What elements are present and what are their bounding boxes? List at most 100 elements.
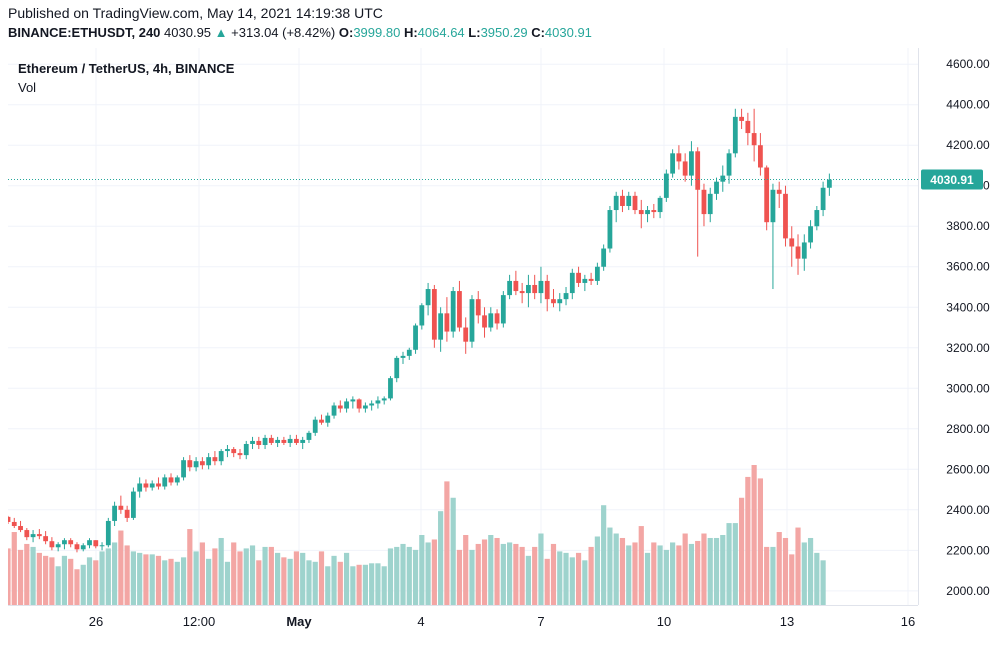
volume-bar: [513, 543, 519, 605]
candle-body: [93, 540, 99, 547]
candle-body: [607, 210, 613, 249]
volume-bar: [726, 523, 732, 605]
volume-bar: [450, 497, 456, 605]
volume-bar: [782, 537, 789, 605]
volume-bar: [412, 549, 419, 605]
candle-body: [526, 284, 531, 294]
candle-body: [231, 449, 237, 454]
candle-body: [444, 313, 450, 332]
volume-bar: [438, 511, 444, 605]
volume-bar: [444, 481, 450, 605]
price-tick-label: 2600.00: [946, 462, 990, 476]
volume-bar: [137, 552, 143, 605]
volume-bar: [331, 555, 337, 605]
candle-body: [287, 438, 293, 443]
volume-bar: [619, 537, 626, 605]
volume-bar: [807, 537, 814, 605]
candle-body: [613, 195, 619, 211]
volume-bar: [68, 558, 74, 605]
volume-bar: [469, 549, 475, 605]
chart-area[interactable]: 4600.004400.004200.004000.003800.003600.…: [5, 48, 998, 644]
grid: [8, 48, 918, 605]
volume-bar: [237, 551, 243, 605]
candle-body: [739, 116, 744, 121]
volume-bar: [199, 542, 205, 605]
candle-body: [131, 491, 136, 518]
volume-bar: [369, 563, 375, 605]
change-value: +313.04 (+8.42%): [231, 25, 336, 40]
time-tick-label: 13: [780, 614, 794, 629]
candle-body: [344, 401, 349, 409]
volume-bar: [456, 549, 463, 605]
low-label: L:: [468, 25, 481, 40]
volume-bar: [187, 529, 193, 605]
candle-body: [814, 210, 820, 227]
candle-body: [820, 187, 826, 211]
volume-bar: [387, 548, 394, 605]
volume-bar: [795, 527, 801, 605]
volume-bar: [375, 563, 381, 605]
volume-bar: [663, 549, 669, 605]
volume-bar: [682, 533, 688, 605]
time-tick-label: 12:00: [183, 614, 216, 629]
price-tick-label: 3600.00: [946, 260, 990, 274]
candle-body: [406, 349, 412, 356]
candle-body: [745, 120, 751, 134]
volume-bar: [676, 545, 682, 605]
candle-body: [168, 477, 174, 483]
volume-bar: [720, 535, 726, 605]
candle-body: [626, 195, 632, 206]
candle-body: [413, 325, 418, 350]
close-label: C:: [531, 25, 545, 40]
price-axis[interactable]: 4600.004400.004200.004000.003800.003600.…: [946, 57, 990, 598]
volume-bar: [318, 551, 325, 605]
candle-body: [5, 516, 11, 522]
candle-body: [181, 460, 186, 478]
volume-bar: [789, 554, 795, 605]
open-value: 3999.80: [353, 25, 401, 40]
volume-bars: [5, 465, 826, 605]
candle-body: [68, 540, 74, 545]
candle-body: [488, 313, 494, 328]
candle-body: [112, 505, 117, 521]
volume-bar: [751, 465, 757, 605]
volume-bar: [293, 551, 300, 605]
time-axis[interactable]: 26 12:00 May 4 7 10 13 16: [89, 614, 915, 629]
volume-bar: [243, 548, 249, 605]
volume-bar: [24, 543, 30, 605]
legend-vol: Vol: [18, 80, 36, 95]
volume-bar: [268, 546, 274, 605]
volume-bar: [275, 552, 281, 605]
volume-bar: [99, 551, 105, 605]
volume-bar: [362, 564, 368, 605]
ohlc-header: BINANCE:ETHUSDT, 240 4030.95 ▲ +313.04 (…: [8, 25, 592, 40]
price-chart[interactable]: 4600.004400.004200.004000.003800.003600.…: [5, 48, 998, 644]
volume-bar: [394, 546, 400, 605]
candle-body: [156, 483, 161, 487]
candle-body: [306, 432, 312, 440]
price-tick-label: 4400.00: [946, 98, 990, 112]
time-tick-label: 7: [537, 614, 544, 629]
candle-body: [275, 439, 281, 443]
candle-body: [375, 400, 381, 404]
candle-body: [268, 437, 274, 443]
volume-bar: [174, 561, 180, 605]
candle-body: [55, 544, 61, 548]
candle-body: [350, 399, 356, 402]
candle-body: [457, 291, 462, 328]
volume-bar: [61, 555, 68, 605]
volume-bar: [601, 505, 607, 605]
close-value: 4030.91: [544, 25, 592, 40]
volume-bar: [43, 555, 49, 605]
price-tick-label: 3200.00: [946, 341, 990, 355]
candles: [5, 108, 832, 553]
volume-bar: [5, 548, 11, 605]
volume-bar: [475, 543, 481, 605]
candle-body: [826, 179, 832, 188]
candle-body: [199, 461, 205, 466]
candle-body: [789, 238, 795, 247]
volume-bar: [563, 552, 569, 605]
candle-body: [519, 291, 525, 294]
candle-body: [388, 378, 393, 399]
volume-bar: [93, 560, 99, 605]
